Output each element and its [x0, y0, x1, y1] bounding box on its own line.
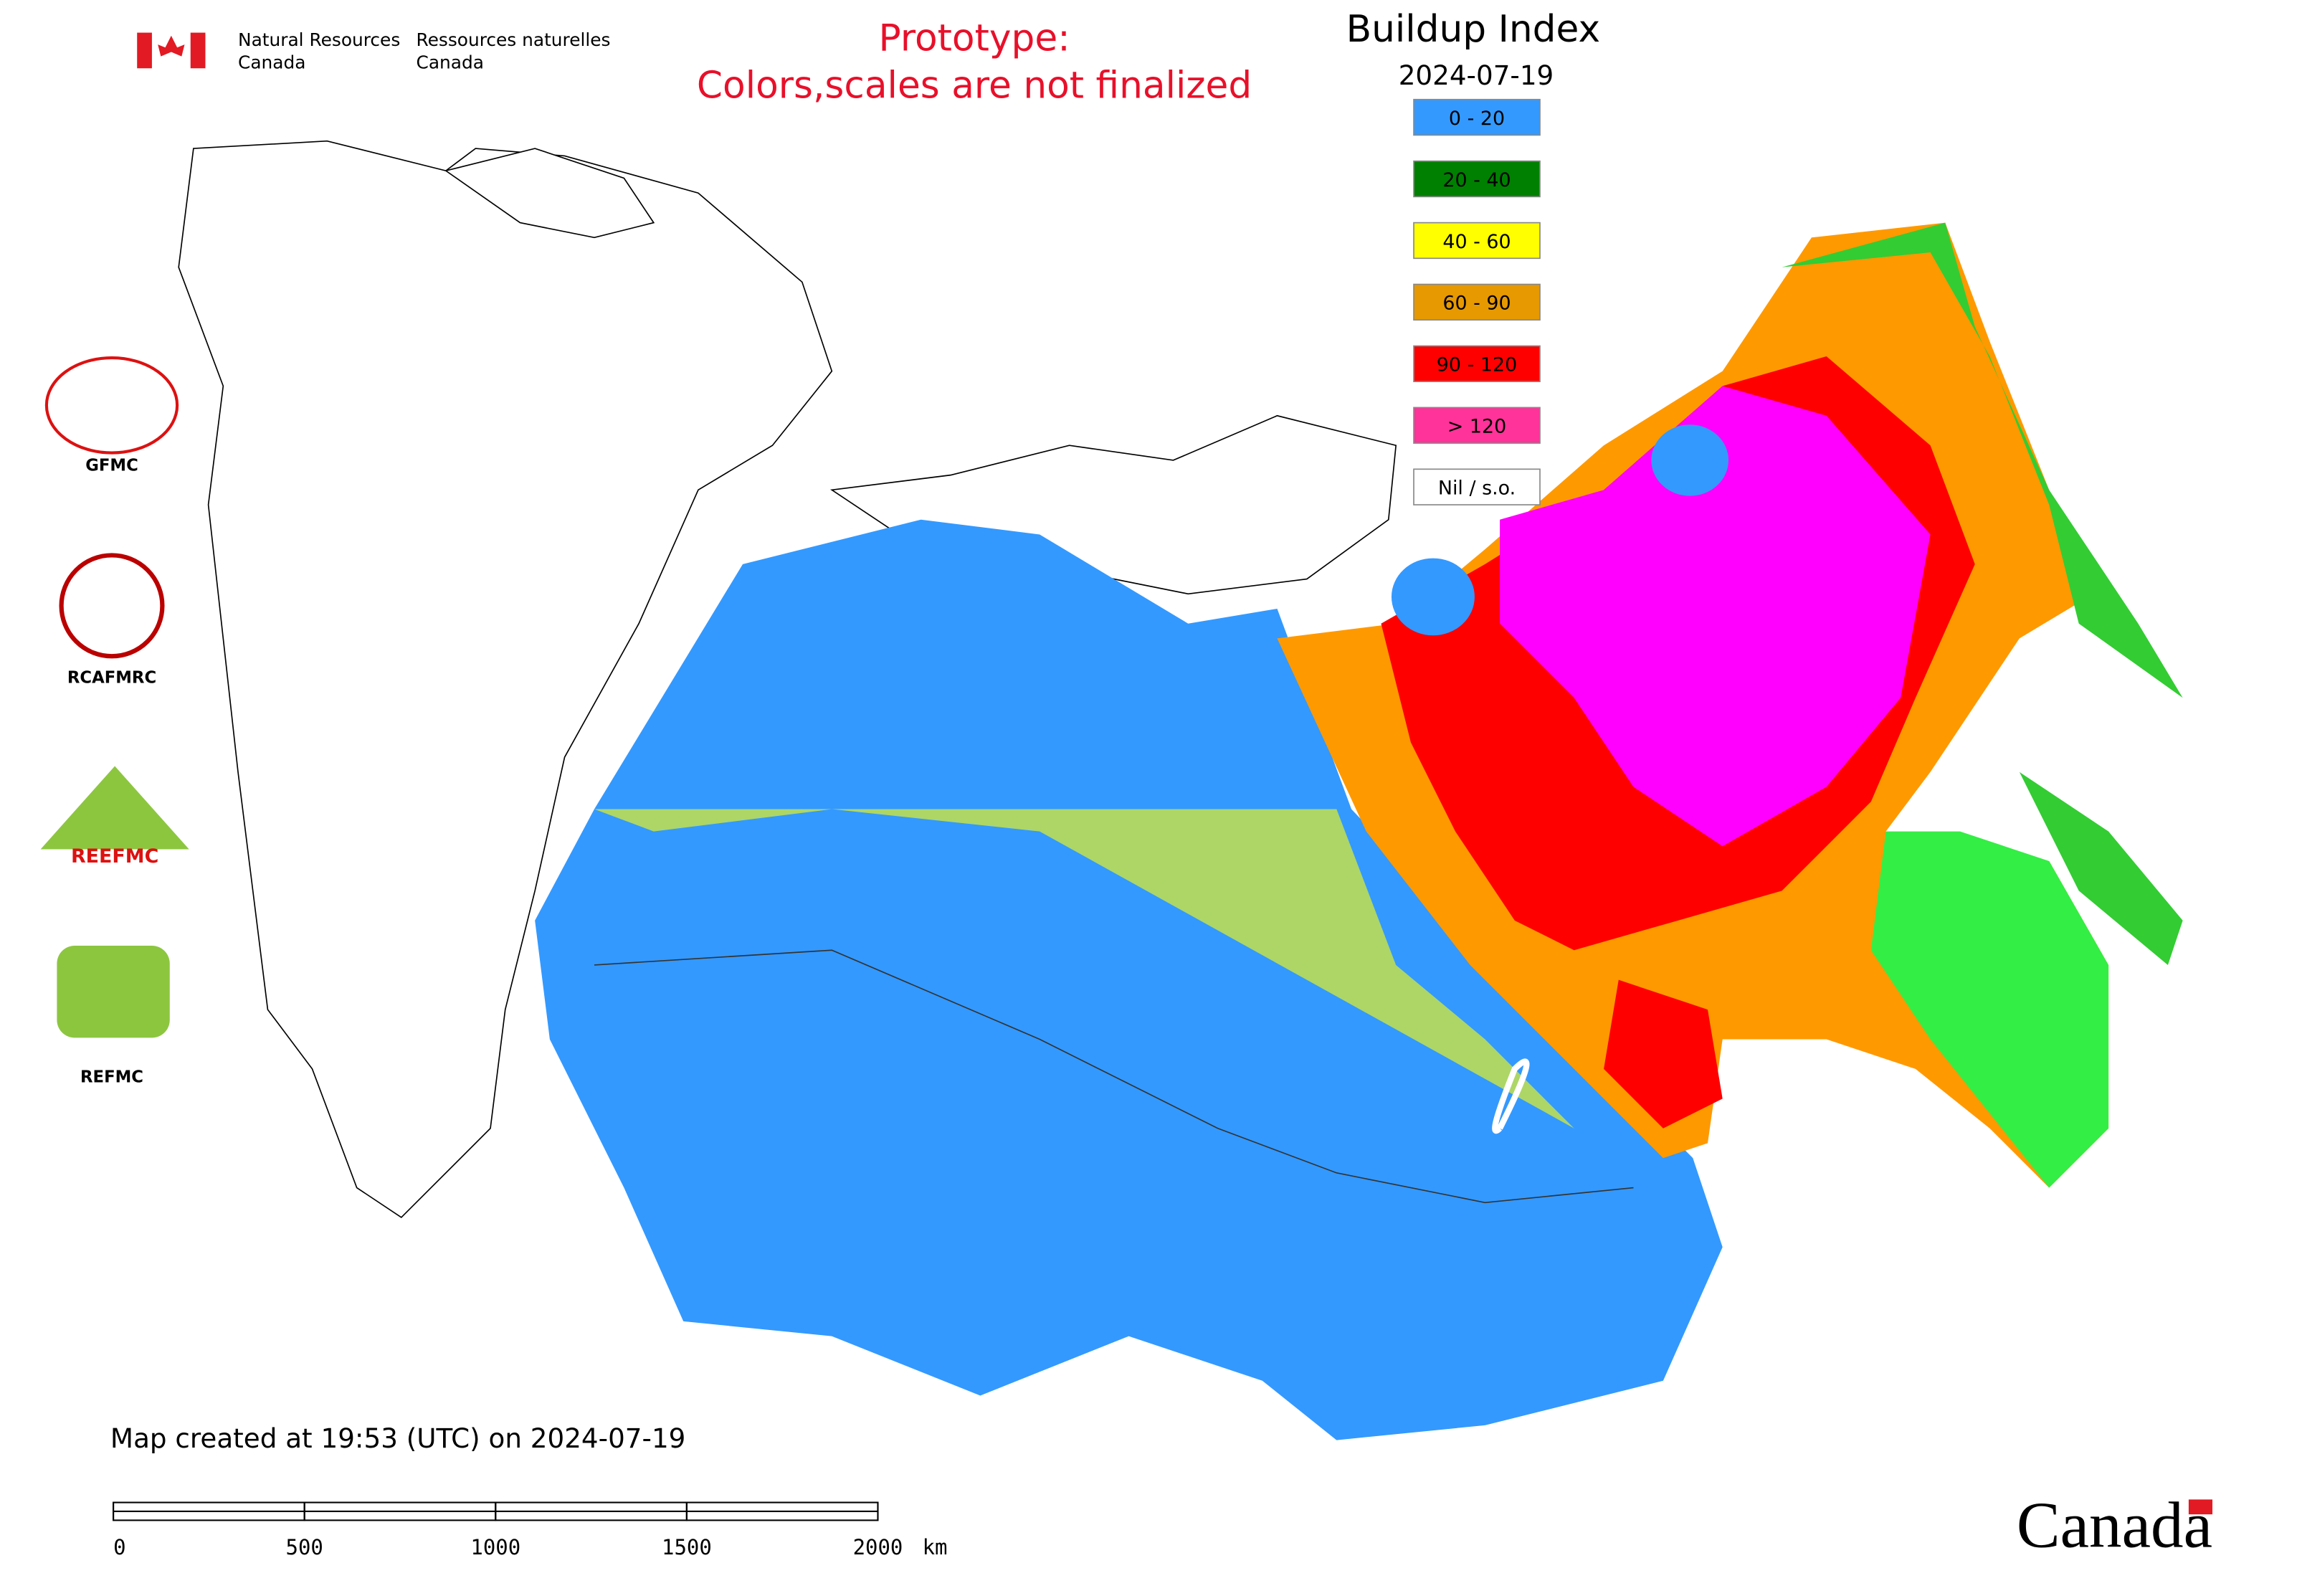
- legend-swatch: [1413, 222, 1541, 260]
- region-low: [1651, 424, 1729, 496]
- logo-label: REEFMC: [71, 845, 158, 868]
- header: Natural Resources Canada Ressources natu…: [137, 29, 611, 72]
- legend: 0 - 20 20 - 40 40 - 60 60 - 90 90 - 120 > 120…: [1413, 98, 1541, 505]
- legend-label: 0 - 20: [1449, 108, 1505, 130]
- notice: Prototype:: [879, 16, 1070, 60]
- org-en: Natural Resources: [238, 29, 400, 50]
- region-low: [1391, 558, 1475, 636]
- scale-label: 1000: [470, 1535, 520, 1559]
- region-streaks: [594, 809, 1574, 1129]
- region-moderate: [1870, 831, 2109, 1188]
- region-moderate: [1782, 222, 2183, 698]
- flag-bar: [190, 32, 206, 69]
- legend-swatch: [1413, 98, 1541, 136]
- legend-swatch: [1413, 283, 1541, 321]
- region-low: [535, 809, 1723, 1440]
- org-en: Canada: [238, 52, 305, 72]
- legend-swatch: [1413, 468, 1541, 505]
- scale-label: 0: [113, 1535, 125, 1559]
- org-fr: Ressources naturelles: [417, 29, 611, 50]
- canada-wordmark: Canada: [2017, 1489, 2212, 1562]
- logo: [40, 766, 189, 850]
- logo: [57, 946, 170, 1038]
- created-note: Map created at 19:53 (UTC) on 2024-07-19: [110, 1422, 685, 1454]
- scale-label: 1500: [662, 1535, 712, 1559]
- org-fr: Canada: [417, 52, 484, 72]
- logo: [59, 553, 165, 659]
- legend-label: 20 - 40: [1442, 169, 1511, 191]
- wordmark-flag: [2188, 1499, 2213, 1515]
- region-moderate: [2019, 771, 2183, 965]
- scale-bar: 0 500 1000 1500 2000 km: [113, 1501, 948, 1559]
- region-low: [594, 519, 1352, 809]
- map-date: 2024-07-19: [1399, 60, 1554, 91]
- notice: Colors,scales are not finalized: [697, 65, 1252, 108]
- logo: [44, 356, 179, 455]
- scale-unit: km: [923, 1535, 948, 1559]
- region-extreme: [1500, 386, 1931, 847]
- scale-label: 2000: [853, 1535, 903, 1559]
- legend-swatch: [1413, 160, 1541, 198]
- logos: GFMC RCAFMRC REEFMC REFMC: [40, 356, 189, 1087]
- region-very-high: [1604, 979, 1723, 1129]
- logo-label: RCAFMRC: [67, 669, 156, 688]
- legend-label: 60 - 90: [1442, 293, 1511, 315]
- legend-label: 90 - 120: [1437, 354, 1517, 376]
- border: [594, 949, 1634, 1204]
- index-regions: [535, 222, 2183, 1440]
- logo-label: REFMC: [80, 1068, 143, 1087]
- lake: [1492, 1058, 1530, 1134]
- legend-label: 40 - 60: [1442, 231, 1511, 253]
- scale-label: 500: [286, 1535, 323, 1559]
- map-title: Buildup Index: [1346, 8, 1600, 51]
- legend-swatch: [1413, 345, 1541, 382]
- legend-label: Nil / s.o.: [1438, 478, 1516, 500]
- maple-leaf: [158, 35, 185, 57]
- logo-label: GFMC: [85, 456, 138, 475]
- flag-bar: [137, 32, 152, 69]
- legend-label: > 120: [1447, 416, 1506, 438]
- legend-swatch: [1413, 407, 1541, 444]
